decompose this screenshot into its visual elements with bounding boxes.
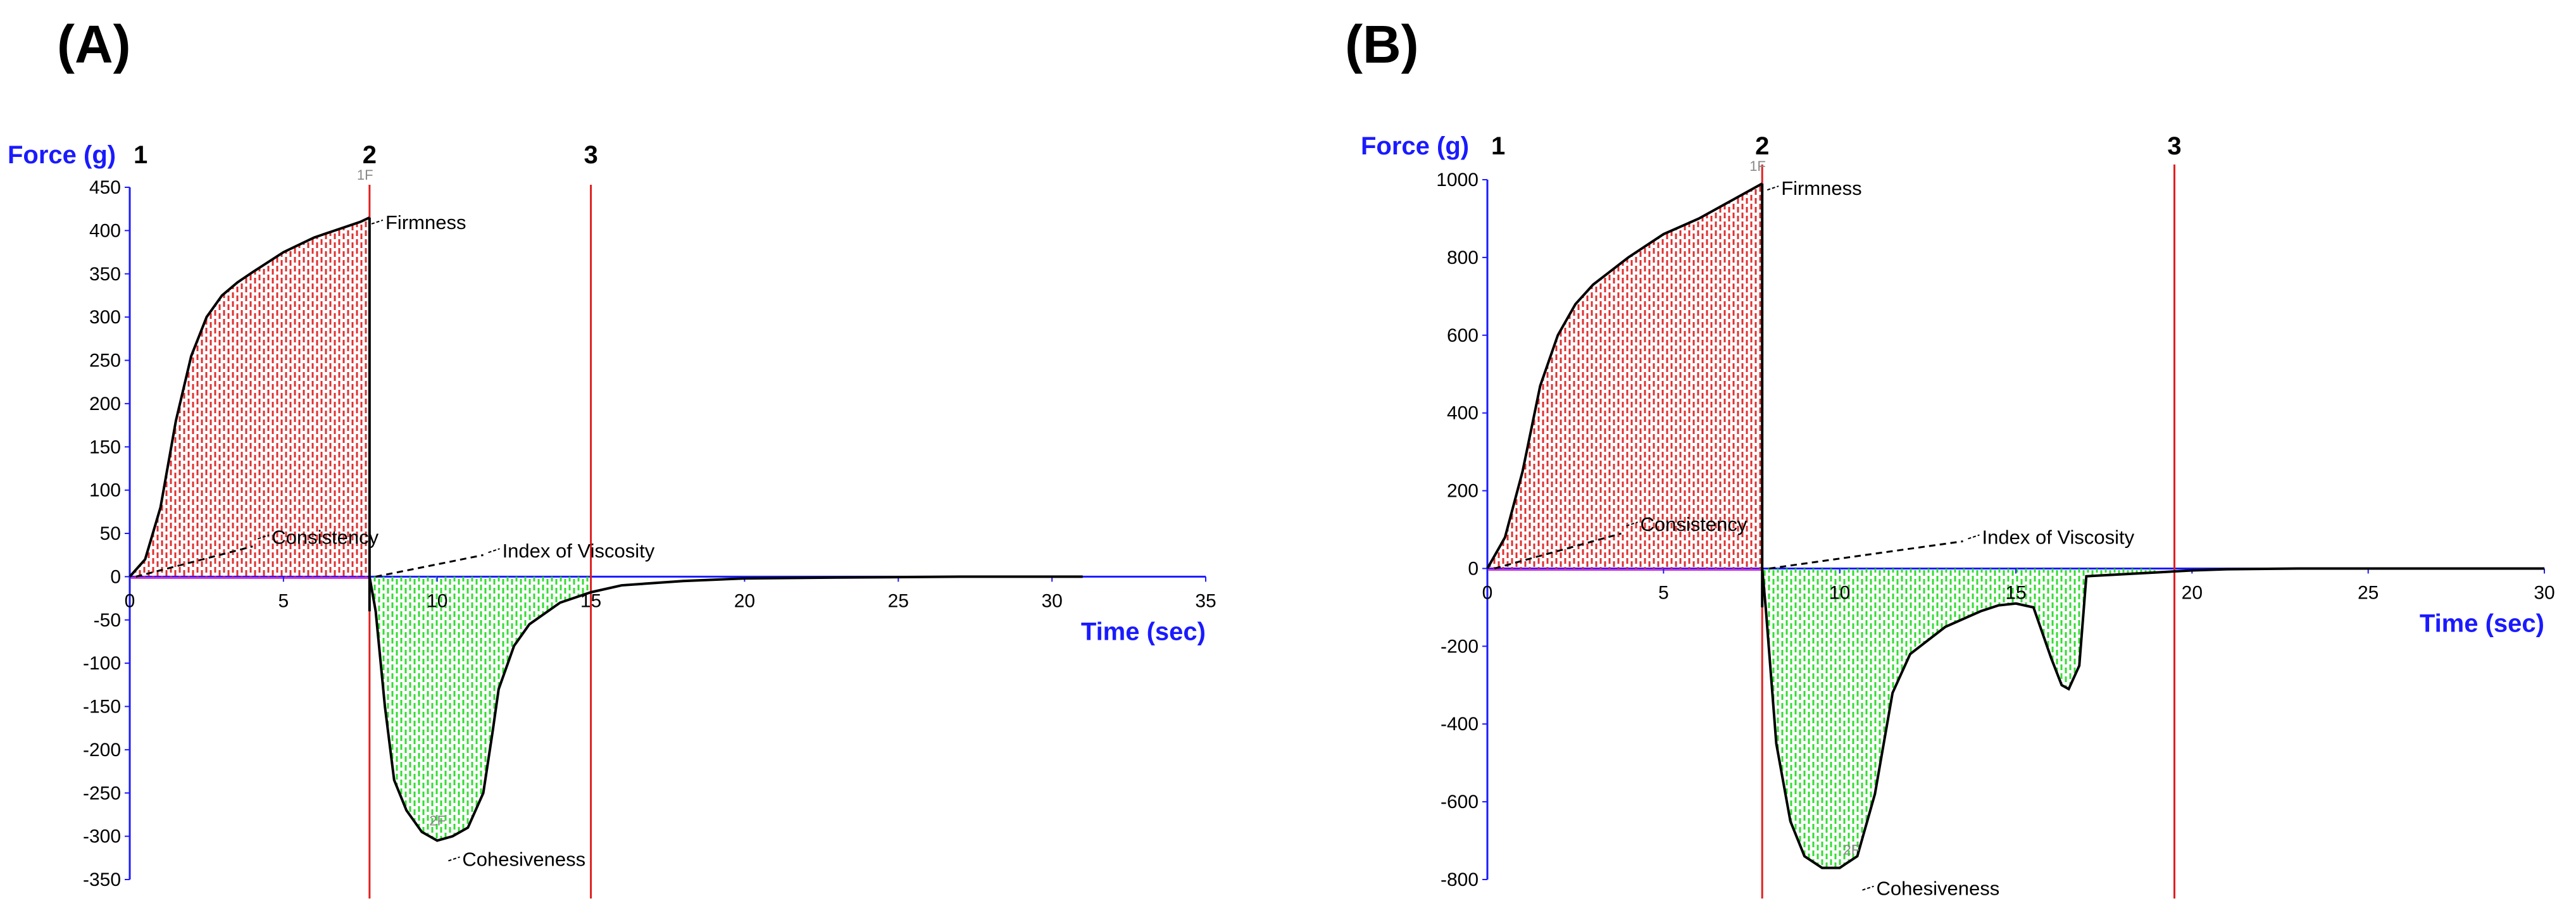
y-tick-label: 800	[1447, 247, 1479, 268]
x-tick-label: 30	[2534, 582, 2554, 603]
panel-label: (A)	[57, 15, 131, 74]
y-axis-title: Force (g)	[8, 141, 116, 169]
marker-label: 3	[2167, 132, 2181, 160]
peak-marker: 1F	[357, 167, 373, 183]
area-negative	[369, 576, 591, 841]
x-tick-label: 10	[427, 590, 447, 611]
y-tick-label: 0	[1468, 558, 1479, 579]
trough-marker: 2F	[429, 812, 446, 828]
y-tick-label: 400	[1447, 403, 1479, 424]
y-tick-label: -250	[83, 783, 121, 804]
x-tick-label: 30	[1041, 590, 1062, 611]
x-tick-label: 5	[278, 590, 289, 611]
y-tick-label: -800	[1441, 869, 1479, 890]
x-tick-label: 0	[125, 590, 135, 611]
marker-label: 2	[1755, 132, 1769, 160]
area-negative	[1762, 568, 2157, 868]
marker-label: 1	[1491, 132, 1505, 160]
y-tick-label: 200	[89, 394, 121, 414]
y-tick-label: 50	[100, 523, 121, 544]
y-tick-label: 400	[89, 220, 121, 241]
y-tick-label: 350	[89, 264, 121, 285]
y-tick-label: -350	[83, 869, 121, 890]
marker-label: 1	[134, 141, 147, 169]
y-tick-label: -400	[1441, 714, 1479, 735]
chart-a-svg: 450400350300250200150100500-50-100-150-2…	[8, 141, 1216, 899]
y-tick-label: 200	[1447, 481, 1479, 502]
y-tick-label: 100	[89, 480, 121, 501]
y-tick-label: 450	[89, 177, 121, 198]
area-positive	[130, 217, 370, 577]
consistency-leader	[135, 545, 253, 578]
consistency-label: Consistency	[1641, 513, 1748, 535]
panel-a: (A) 450 400 350 300 250 200 150 100 50 0 -50 -100 -1…	[8, 15, 1216, 899]
y-tick-label: -150	[83, 697, 121, 718]
data-line	[128, 216, 1083, 842]
trough-marker: 2F	[1844, 842, 1860, 858]
y-tick-label: 1000	[1436, 170, 1479, 190]
peak-marker: 1F	[1749, 158, 1766, 174]
y-tick-label: -200	[1441, 636, 1479, 657]
marker-label: 3	[584, 141, 597, 169]
y-tick-label: 300	[89, 307, 121, 328]
y-tick-label: -300	[83, 826, 121, 847]
annotation-tick	[1968, 534, 1980, 540]
viscosity-leader	[375, 554, 484, 578]
chart-b-svg: 1000 800 600 400 200 0 -200 -400 -600 -800 0 5 10 15 2…	[1361, 132, 2555, 900]
y-tick-label: 250	[89, 351, 121, 371]
x-tick-label: 15	[2005, 582, 2026, 603]
y-tick-label: -50	[94, 610, 121, 631]
annotation-tick	[448, 856, 460, 862]
viscosity-label: Index of Viscosity	[1982, 526, 2135, 548]
y-tick-label: -200	[83, 740, 121, 761]
x-axis-title: Time (sec)	[2420, 609, 2544, 637]
y-tick-label: -600	[1441, 792, 1479, 812]
annotation-tick	[1862, 885, 1874, 891]
firmness-label: Firmness	[385, 211, 466, 233]
data-line	[1486, 182, 2544, 869]
panel-label: (B)	[1345, 15, 1419, 74]
cohesiveness-label: Cohesiveness	[462, 848, 585, 870]
x-tick-label: 35	[1195, 590, 1216, 611]
y-tick-label: 150	[89, 437, 121, 457]
marker-label: 2	[363, 141, 377, 169]
annotation-tick	[1766, 185, 1779, 191]
y-tick-label: 0	[110, 566, 121, 587]
y-tick-label: -100	[83, 653, 121, 674]
consistency-leader	[1494, 532, 1622, 569]
consistency-label: Consistency	[272, 526, 378, 549]
x-tick-label: 20	[734, 590, 755, 611]
annotation-tick	[371, 219, 384, 225]
y-axis-title: Force (g)	[1361, 132, 1469, 160]
y-tick-label: 600	[1447, 325, 1479, 346]
x-tick-label: 25	[2358, 582, 2379, 603]
viscosity-label: Index of Viscosity	[503, 540, 655, 562]
annotation-tick	[488, 548, 500, 554]
annotation-tick	[257, 534, 270, 540]
x-tick-label: 5	[1658, 582, 1669, 603]
panel-b: (B) 1000 800 600 400 200 0 -200 -400 -600 -800 0 5 1…	[1288, 0, 2576, 908]
viscosity-leader	[1769, 540, 1963, 569]
x-tick-label: 0	[1482, 582, 1493, 603]
x-axis-title: Time (sec)	[1081, 618, 1206, 645]
x-tick-label: 10	[1829, 582, 1850, 603]
firmness-label: Firmness	[1781, 177, 1861, 199]
area-positive	[1487, 183, 1763, 569]
cohesiveness-label: Cohesiveness	[1877, 878, 2000, 900]
annotation-tick	[1626, 521, 1638, 527]
x-tick-label: 25	[888, 590, 909, 611]
x-tick-label: 20	[2182, 582, 2203, 603]
